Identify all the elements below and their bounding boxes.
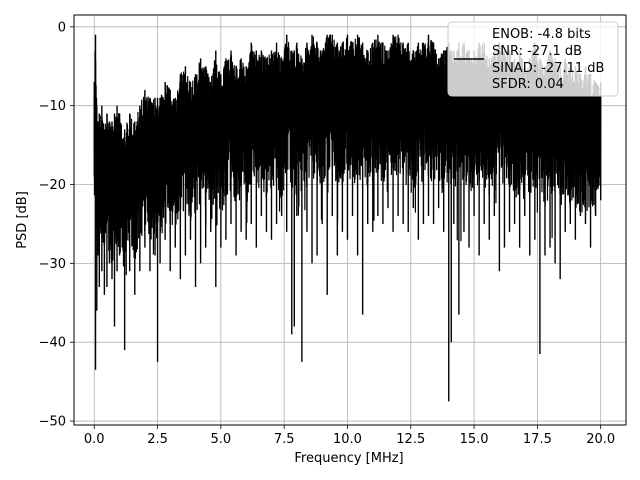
x-tick-label-6: 15.0: [460, 432, 489, 447]
y-tick-label-1: −10: [39, 99, 66, 114]
x-tick-label-2: 5.0: [211, 432, 232, 447]
y-tick-label-5: −50: [39, 415, 66, 430]
x-tick-label-7: 17.5: [523, 432, 552, 447]
x-tick-label-1: 2.5: [147, 432, 168, 447]
legend-sfdr: SFDR: 0.04: [492, 77, 564, 92]
y-tick-label-2: −20: [39, 178, 66, 193]
x-tick-label-8: 20.0: [586, 432, 615, 447]
legend-sinad: SINAD: -27.11 dB: [492, 61, 604, 76]
legend-enob: ENOB: -4.8 bits: [492, 27, 591, 42]
x-axis-label: Frequency [MHz]: [294, 451, 403, 466]
x-tick-label-3: 7.5: [274, 432, 295, 447]
legend-snr: SNR: -27.1 dB: [492, 44, 582, 59]
plot-frame: [73, 14, 627, 426]
x-axis-ticks: 0.0 2.5 5.0 7.5 10.0 12.5 15.0 17.5 20.0: [84, 425, 615, 447]
legend: ENOB: -4.8 bits SNR: -27.1 dB SINAD: -27…: [447, 21, 619, 97]
y-axis-ticks: 0 −10 −20 −30 −40 −50: [39, 20, 74, 430]
legend-box: [447, 21, 619, 97]
x-tick-label-5: 12.5: [396, 432, 425, 447]
x-tick-label-4: 10.0: [333, 432, 362, 447]
y-axis-label: PSD [dB]: [15, 191, 30, 249]
x-tick-label-0: 0.0: [84, 432, 105, 447]
y-tick-label-3: −30: [39, 257, 66, 272]
y-tick-label-4: −40: [39, 336, 66, 351]
y-tick-label-0: 0: [58, 20, 66, 35]
